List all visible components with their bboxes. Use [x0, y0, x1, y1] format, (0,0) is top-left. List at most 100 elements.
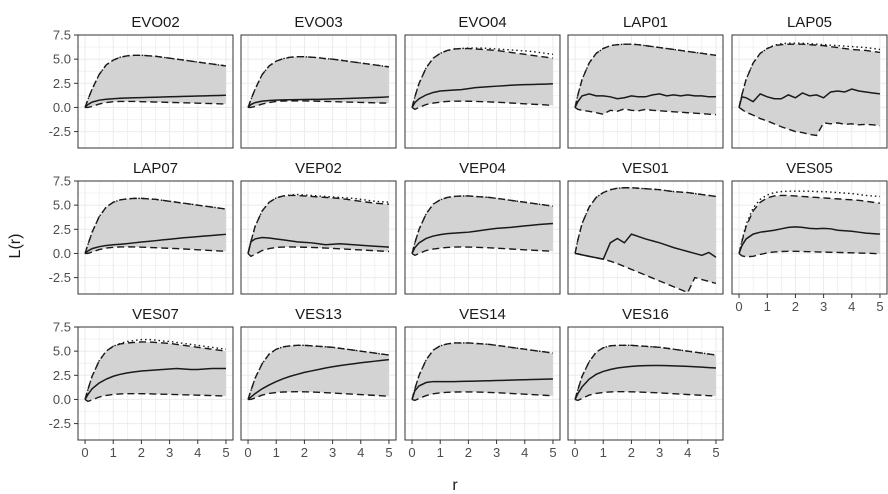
observed-line — [574, 364, 716, 400]
x-axis: 0 1 2 3 4 5 — [81, 440, 230, 460]
lower-envelope-line — [574, 106, 717, 116]
upper-envelope-line — [574, 187, 717, 254]
panel-title: LAP07 — [133, 160, 178, 177]
x-tick-label: 1 — [764, 299, 771, 314]
x-tick-label: 3 — [493, 445, 500, 460]
x-tick-label: 0 — [571, 445, 578, 460]
upper-envelope-line — [247, 344, 390, 400]
panel-lap07: LAP07 7.5 5.0 2.5 0.0 -2.5 — [49, 160, 234, 295]
observed-line — [84, 367, 226, 400]
x-tick-label: 5 — [876, 299, 883, 314]
panel-ves16: VES16 0 1 2 3 4 5 — [567, 306, 724, 460]
panel-evo04: EVO04 — [404, 14, 561, 149]
panel-border — [240, 34, 397, 149]
x-tick-label: 1 — [273, 445, 280, 460]
x-tick-label: 2 — [138, 445, 145, 460]
panel-lap01: LAP01 — [567, 14, 724, 149]
panel-border — [567, 326, 724, 441]
upper-envelope-line — [411, 195, 554, 254]
x-tick-label: 3 — [656, 445, 663, 460]
envelope-band — [248, 56, 389, 108]
x-tick-label: 3 — [329, 445, 336, 460]
observed-line — [574, 93, 716, 108]
y-tick-label: 7.5 — [53, 174, 71, 189]
envelope-band — [85, 341, 226, 402]
x-tick-label: 1 — [110, 445, 117, 460]
observed-line — [84, 94, 226, 108]
panel-title: EVO03 — [294, 14, 342, 31]
x-tick-label: 1 — [437, 445, 444, 460]
lower-envelope-line — [411, 100, 554, 111]
envelope-band — [85, 198, 226, 254]
y-tick-label: 2.5 — [53, 76, 71, 91]
panel-title: VES07 — [132, 306, 179, 323]
observed-line — [247, 96, 389, 108]
y-tick-label: 7.5 — [53, 320, 71, 335]
y-axis: 7.5 5.0 2.5 0.0 -2.5 — [49, 320, 78, 431]
panel-title: VES01 — [622, 160, 669, 177]
panel-title: EVO04 — [458, 14, 506, 31]
panel-evo03: EVO03 — [240, 14, 397, 149]
panel-title: VEP04 — [459, 160, 506, 177]
x-tick-label: 2 — [628, 445, 635, 460]
x-axis: 0 1 2 3 4 5 — [571, 440, 720, 460]
lower-envelope-line — [574, 391, 716, 402]
upper-envelope-line — [84, 54, 227, 108]
y-tick-label: 0.0 — [53, 392, 71, 407]
x-tick-label: 4 — [521, 445, 528, 460]
panel-title: VEP02 — [295, 160, 342, 177]
upper-envelope-line — [738, 194, 881, 254]
x-tick-label: 4 — [194, 445, 201, 460]
panel-vep02: VEP02 — [240, 160, 397, 295]
panel-evo02: EVO02 7.5 5.0 2.5 0.0 -2.5 — [49, 14, 234, 149]
panel-title: VES16 — [622, 306, 669, 323]
lower-envelope-line — [247, 246, 389, 258]
x-axis: 0 1 2 3 4 5 — [735, 294, 884, 314]
x-tick-label: 5 — [385, 445, 392, 460]
panel-border — [240, 326, 397, 441]
observed-line — [411, 222, 554, 254]
upper-envelope-line — [247, 194, 390, 254]
panels: EVO02 7.5 5.0 2.5 0.0 -2.5 EVO03 EVO04 LAP01 LAP0… — [49, 14, 888, 460]
x-tick-label: 0 — [735, 299, 742, 314]
theoretical-line — [84, 54, 227, 108]
y-tick-label: -2.5 — [49, 270, 71, 285]
upper-envelope-line — [411, 47, 554, 108]
lower-envelope-line — [248, 100, 389, 109]
x-tick-label: 4 — [684, 445, 691, 460]
x-tick-label: 1 — [600, 445, 607, 460]
envelope-band — [739, 44, 880, 136]
x-tick-label: 2 — [465, 445, 472, 460]
x-tick-label: 5 — [549, 445, 556, 460]
lower-envelope-line — [248, 391, 390, 401]
panel-title: VES05 — [786, 160, 833, 177]
observed-line — [574, 233, 717, 261]
envelope-band — [85, 55, 226, 108]
upper-envelope-line — [738, 43, 881, 108]
x-axis-title: r — [452, 477, 458, 494]
envelope-band — [575, 44, 716, 115]
y-tick-label: 0.0 — [53, 246, 71, 261]
observed-line — [738, 88, 881, 108]
y-tick-label: 2.5 — [53, 368, 71, 383]
x-tick-label: 0 — [81, 445, 88, 460]
panel-ves01: VES01 — [567, 160, 724, 295]
observed-line — [738, 226, 881, 254]
x-axis: 0 1 2 3 4 5 — [244, 440, 393, 460]
panel-vep04: VEP04 — [404, 160, 561, 295]
y-tick-label: 7.5 — [53, 28, 71, 43]
observed-line — [247, 358, 390, 401]
x-tick-label: 3 — [820, 299, 827, 314]
envelope-band — [412, 195, 553, 256]
y-axis-title: L(r) — [7, 234, 24, 259]
observed-line — [84, 233, 227, 255]
y-tick-label: 5.0 — [53, 52, 71, 67]
observed-line — [411, 83, 553, 108]
envelope-band — [739, 195, 880, 257]
panel-title: LAP01 — [623, 14, 668, 31]
y-axis: 7.5 5.0 2.5 0.0 -2.5 — [49, 28, 78, 139]
envelope-band — [575, 345, 716, 401]
x-tick-label: 5 — [712, 445, 719, 460]
panel-border — [404, 326, 561, 441]
